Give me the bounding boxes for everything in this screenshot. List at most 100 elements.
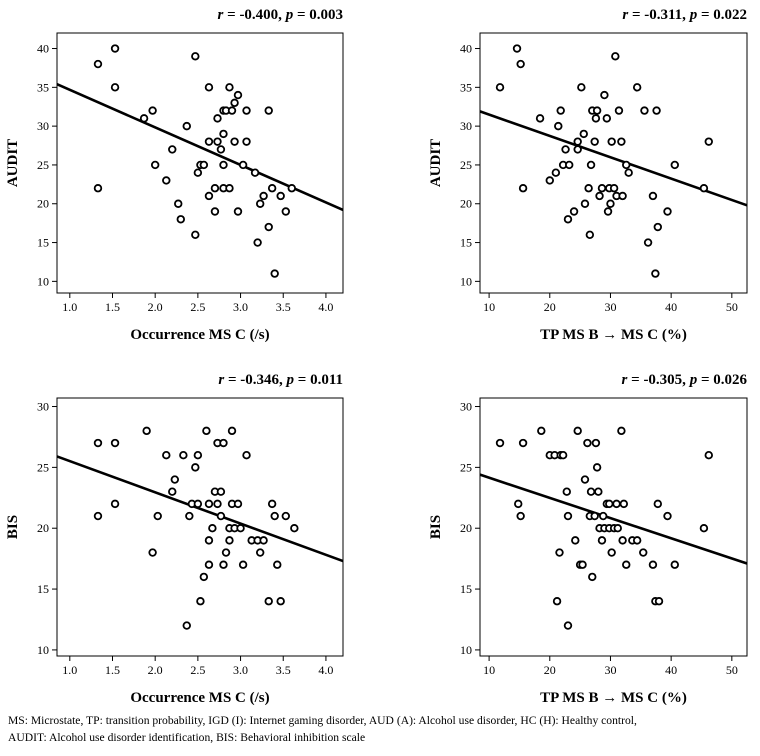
stat-p-symbol: p (688, 372, 698, 388)
data-point (704, 450, 713, 460)
y-tick-label: 30 (460, 119, 472, 133)
data-point (185, 511, 194, 521)
data-point (579, 129, 588, 139)
y-tick-label: 15 (37, 236, 49, 250)
data-point (264, 597, 273, 606)
data-point (287, 184, 296, 193)
data-point (586, 160, 596, 170)
data-point (238, 560, 248, 569)
stats-title: r = -0.305, p = 0.026 (622, 372, 748, 388)
y-tick-label: 30 (37, 400, 49, 414)
figure-caption: MS: Microstate, TP: transition probabili… (8, 712, 758, 746)
y-axis-label: AUDIT (428, 139, 444, 187)
data-point (586, 487, 596, 496)
x-tick-label: 30 (604, 300, 616, 314)
data-point (622, 560, 631, 569)
x-tick-label: 3.0 (233, 300, 248, 314)
stat-r-symbol: r (218, 372, 224, 388)
data-point (264, 222, 273, 232)
y-tick-label: 25 (37, 460, 49, 474)
scatter-panel-1: 1.0 1.5 2.0 2.5 3.0 3.5 4.0 10 15 20 25 30 35 40 Occur… (5, 7, 344, 343)
data-point (652, 106, 661, 115)
data-point (663, 207, 672, 216)
data-point (699, 524, 709, 533)
data-point (219, 560, 228, 569)
data-point (210, 207, 220, 216)
data-point (174, 199, 183, 208)
data-point (153, 511, 162, 521)
data-point (556, 106, 565, 115)
data-point (495, 438, 505, 448)
data-point (290, 524, 299, 533)
data-point (563, 621, 573, 630)
data-point (606, 199, 615, 208)
stat-r-symbol: r (218, 7, 224, 23)
stat-p-symbol: p (284, 7, 294, 23)
y-tick-label: 15 (460, 236, 472, 250)
data-point (162, 450, 171, 460)
scatter-panel-4: 10 20 30 40 50 10 15 20 25 30 TP MS B → MS C (%) BI… (428, 372, 748, 706)
plot-frame (479, 32, 748, 294)
data-point (199, 572, 209, 582)
x-axis-label: Occurrence MS C (/s) (130, 690, 269, 706)
data-point (653, 222, 662, 232)
data-point (191, 52, 200, 61)
y-tick-label: 25 (460, 158, 472, 172)
data-point (259, 536, 268, 545)
y-axis-label: BIS (5, 515, 21, 539)
data-point (148, 106, 157, 115)
stat-r-value: = -0.311, (628, 7, 689, 23)
data-point (605, 499, 614, 509)
x-tick-label: 20 (544, 300, 556, 314)
x-tick-label: 4.0 (318, 300, 333, 314)
data-point (597, 184, 607, 193)
data-point (573, 145, 582, 154)
data-point (191, 463, 200, 472)
data-point (584, 184, 593, 193)
x-tick-label: 3.5 (276, 300, 291, 314)
data-point (555, 548, 564, 557)
data-point (563, 215, 573, 224)
data-point (573, 137, 582, 146)
data-point (179, 450, 188, 460)
data-point (558, 450, 568, 460)
data-point (230, 137, 239, 146)
data-point (535, 114, 545, 123)
scatter-panel-3: 1.0 1.5 2.0 2.5 3.0 3.5 4.0 10 15 20 25 30 Occurrenc… (5, 372, 344, 706)
data-point (607, 137, 616, 146)
data-point (653, 499, 662, 509)
data-point (255, 548, 265, 557)
data-point (213, 137, 222, 146)
y-tick-label: 15 (460, 582, 472, 596)
data-point (602, 114, 612, 123)
x-tick-label: 50 (726, 663, 738, 677)
y-tick-label: 30 (37, 119, 49, 133)
data-point (516, 511, 525, 521)
y-tick-label: 10 (460, 274, 472, 288)
data-point (270, 511, 279, 521)
y-tick-label: 35 (37, 80, 49, 94)
data-point (552, 597, 562, 606)
x-tick-label: 50 (726, 300, 738, 314)
data-point (563, 511, 573, 521)
data-point (611, 52, 620, 61)
data-point (193, 168, 203, 177)
data-point (219, 160, 228, 170)
data-point (622, 160, 631, 170)
data-point (512, 44, 522, 53)
data-point (264, 106, 273, 115)
data-point (110, 83, 120, 92)
x-tick-label: 1.5 (105, 300, 120, 314)
data-point (624, 168, 633, 177)
data-point (210, 184, 220, 193)
data-point (233, 90, 243, 100)
x-tick-label: 4.0 (318, 663, 333, 677)
data-point (176, 215, 185, 224)
data-point (273, 560, 282, 569)
data-point (554, 121, 563, 131)
x-tick-label: 40 (665, 300, 677, 314)
data-point (704, 137, 713, 146)
caption-line-1: MS: Microstate, TP: transition probabili… (8, 714, 637, 727)
data-point (276, 191, 285, 201)
x-tick-label: 3.0 (233, 663, 248, 677)
